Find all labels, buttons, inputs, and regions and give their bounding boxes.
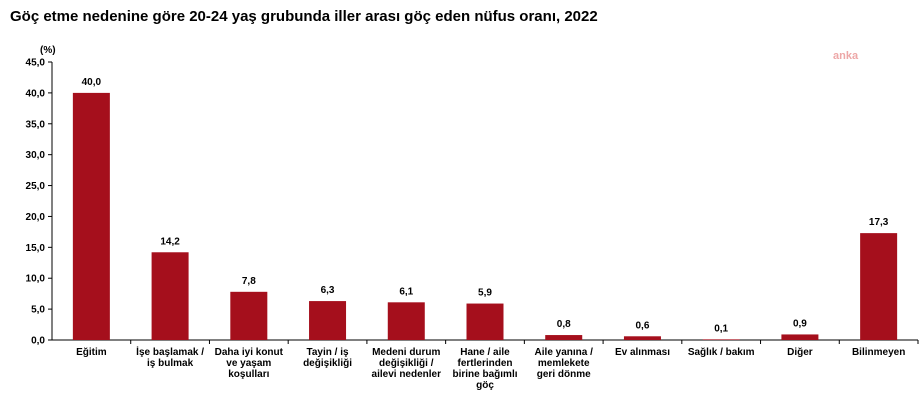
bar — [466, 303, 504, 340]
data-label: 7,8 — [242, 276, 256, 287]
y-tick-label: 15,0 — [26, 243, 46, 254]
data-label: 14,2 — [160, 236, 180, 247]
y-tick-label: 10,0 — [26, 274, 46, 285]
x-tick-label-line: iş bulmak — [147, 358, 194, 369]
x-tick-label: Daha iyi konut ve yaşam koşulları — [215, 347, 284, 380]
data-label: 17,3 — [869, 217, 889, 228]
x-tick-label-line: Ev alınması — [615, 347, 670, 358]
data-label: 6,1 — [399, 286, 413, 297]
y-tick-label: 40,0 — [26, 88, 46, 99]
chart-title: Göç etme nedenine göre 20-24 yaş grubund… — [10, 8, 598, 25]
x-tick-label-line: fertlerinden — [457, 358, 512, 369]
x-tick-label: İşe başlamak / iş bulmak — [136, 345, 204, 369]
x-tick-label-line: Medeni durum — [372, 347, 440, 358]
y-tick-label: 25,0 — [26, 181, 46, 192]
bar — [545, 335, 583, 340]
bar — [72, 92, 110, 340]
x-tick-label: Medeni durum değişikliği / ailevi nedenler — [372, 347, 442, 380]
x-tick-label-line: ve yaşam — [226, 358, 271, 369]
x-tick-label-line: Sağlık / bakım — [688, 347, 755, 358]
y-tick-label: 0,0 — [31, 336, 45, 347]
data-label: 0,9 — [793, 318, 807, 329]
x-tick-label-line: göç — [476, 380, 494, 391]
x-tick-label-line: Aile yanına / — [535, 347, 594, 358]
x-tick-label: Bilinmeyen — [852, 347, 905, 358]
x-tick-label: Hane / aile fertlerinden birine bağımlı göç — [452, 347, 517, 391]
y-tick-label: 30,0 — [26, 150, 46, 161]
data-label: 6,3 — [321, 285, 335, 296]
y-tick-label: 5,0 — [31, 305, 45, 316]
x-tick-label-line: değişikliği / — [379, 358, 434, 369]
x-tick-label: Diğer — [787, 347, 813, 358]
x-tick-label-line: İşe başlamak / — [136, 345, 204, 358]
bar — [702, 339, 740, 340]
x-tick-label: Ev alınması — [615, 347, 670, 358]
data-label: 0,1 — [714, 323, 728, 334]
x-tick-label-line: Daha iyi konut — [215, 347, 284, 358]
watermark-logo: anka — [833, 50, 859, 62]
y-tick-label: 35,0 — [26, 119, 46, 130]
bar — [387, 302, 425, 340]
x-tick-label-line: memlekete — [538, 358, 590, 369]
x-tick-label-line: Bilinmeyen — [852, 347, 905, 358]
x-tick-label-line: Diğer — [787, 347, 813, 358]
x-tick-label: Sağlık / bakım — [688, 347, 755, 358]
y-axis-label: (%) — [40, 45, 56, 56]
data-label: 0,8 — [557, 319, 571, 330]
bar — [860, 233, 898, 340]
y-tick-label: 45,0 — [26, 58, 46, 69]
x-tick-label-line: geri dönme — [537, 369, 591, 380]
x-tick-label-line: değişikliği — [303, 358, 352, 369]
x-tick-label: Aile yanına / memlekete geri dönme — [535, 347, 594, 380]
x-tick-label-line: birine bağımlı — [452, 369, 517, 380]
data-label: 0,6 — [636, 320, 650, 331]
x-tick-label-line: Eğitim — [76, 347, 107, 358]
bar — [623, 336, 661, 340]
bar — [230, 291, 268, 340]
bar — [309, 301, 347, 340]
data-label: 5,9 — [478, 288, 492, 299]
data-label: 40,0 — [82, 77, 102, 88]
x-tick-label-line: ailevi nedenler — [372, 369, 442, 380]
x-tick-label-line: Tayin / iş — [307, 347, 349, 358]
x-tick-label: Eğitim — [76, 347, 107, 358]
bar — [781, 334, 819, 340]
y-tick-label: 20,0 — [26, 212, 46, 223]
bar — [151, 252, 189, 340]
x-tick-label-line: koşulları — [228, 369, 269, 380]
x-tick-label-line: Hane / aile — [460, 347, 510, 358]
x-tick-label: Tayin / iş değişikliği — [303, 347, 352, 369]
